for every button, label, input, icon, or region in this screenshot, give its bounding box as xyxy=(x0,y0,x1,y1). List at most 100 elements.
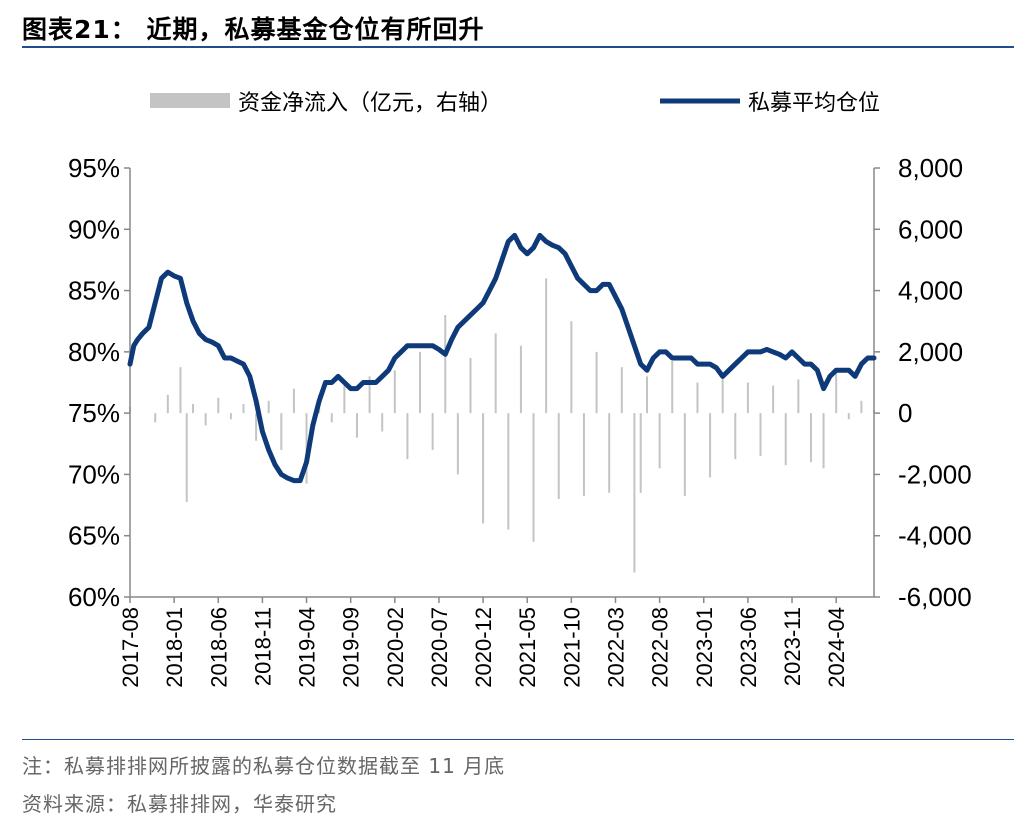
inflow-bar xyxy=(519,345,522,414)
inflow-bar xyxy=(381,413,384,432)
inflow-bar xyxy=(582,413,585,496)
inflow-bar xyxy=(595,351,598,414)
inflow-bar xyxy=(217,397,220,414)
inflow-bar xyxy=(784,413,787,466)
inflow-bar xyxy=(759,413,762,457)
x-tick-label: 2019-09 xyxy=(339,607,364,688)
inflow-bar xyxy=(355,413,358,438)
inflow-bar xyxy=(835,373,838,414)
chart: 资金净流入（亿元，右轴） 私募平均仓位 60% 65% 70% 75% 80% 85% 90%… xyxy=(68,91,972,688)
inflow-bar xyxy=(639,413,642,493)
inflow-bar xyxy=(847,413,850,420)
left-tick-label: 70% xyxy=(68,459,120,489)
inflow-bar xyxy=(545,278,548,414)
x-tick-label: 2018-11 xyxy=(250,607,275,686)
inflow-bar xyxy=(255,413,258,441)
source-note: 资料来源：私募排排网，华泰研究 xyxy=(22,792,337,816)
x-tick-label: 2018-06 xyxy=(206,607,231,688)
x-tick-label: 2020-07 xyxy=(427,607,452,688)
x-tick-label: 2017-08 xyxy=(118,607,143,688)
inflow-bar xyxy=(242,403,245,414)
inflow-bar xyxy=(620,367,623,414)
inflow-bar xyxy=(267,400,270,414)
inflow-bar xyxy=(343,385,346,414)
inflow-bar xyxy=(809,413,812,463)
inflow-bar xyxy=(709,413,712,478)
inflow-bar xyxy=(658,413,661,469)
inflow-bar xyxy=(494,333,497,414)
inflow-bar xyxy=(292,388,295,414)
inflow-bar xyxy=(419,351,422,414)
inflow-bar xyxy=(393,370,396,414)
inflow-bar xyxy=(860,400,863,414)
inflow-bar xyxy=(185,413,188,503)
right-tick-label: -2,000 xyxy=(898,459,972,489)
x-tick-label: 2022-03 xyxy=(603,607,628,688)
inflow-bar xyxy=(229,413,232,420)
inflow-bar xyxy=(456,413,459,475)
inflow-bar xyxy=(368,376,371,414)
legend: 资金净流入（亿元，右轴） 私募平均仓位 xyxy=(150,91,880,116)
x-tick-label: 2018-01 xyxy=(162,607,187,688)
x-tick-label: 2023-06 xyxy=(736,607,761,688)
inflow-bar xyxy=(482,413,485,524)
inflow-bars xyxy=(129,278,875,573)
inflow-bar xyxy=(696,382,699,414)
header-rule xyxy=(22,46,1014,48)
inflow-bar xyxy=(646,376,649,414)
chart-title: 图表21： 近期，私募基金仓位有所回升 xyxy=(22,15,485,44)
inflow-bar xyxy=(280,413,283,450)
left-tick-label: 65% xyxy=(68,521,120,551)
right-tick-label: 4,000 xyxy=(898,276,963,306)
inflow-bar xyxy=(822,413,825,469)
inflow-bar xyxy=(444,315,447,414)
right-tick-label: -6,000 xyxy=(898,582,972,612)
x-tick-label: 2021-10 xyxy=(559,607,584,688)
left-tick-label: 85% xyxy=(68,276,120,306)
x-tick-label: 2024-04 xyxy=(824,607,849,688)
inflow-bar xyxy=(166,394,169,414)
inflow-bar xyxy=(179,367,182,414)
axes: 60% 65% 70% 75% 80% 85% 90% 95% -6,000 -4,000 -2,0… xyxy=(68,153,972,688)
inflow-bar xyxy=(204,413,207,426)
left-tick-label: 60% xyxy=(68,582,120,612)
inflow-bar xyxy=(507,413,510,530)
x-tick-label: 2022-08 xyxy=(648,607,673,688)
x-tick-label: 2020-02 xyxy=(383,607,408,688)
right-tick-label: 8,000 xyxy=(898,153,963,183)
footer-rule xyxy=(22,739,1014,740)
inflow-bar xyxy=(192,403,195,414)
inflow-bar xyxy=(406,413,409,460)
inflow-bar xyxy=(570,321,573,414)
inflow-bar xyxy=(683,413,686,496)
inflow-bar xyxy=(721,373,724,414)
left-tick-label: 75% xyxy=(68,398,120,428)
inflow-bar xyxy=(633,413,636,573)
inflow-bar xyxy=(772,385,775,414)
x-tick-label: 2023-01 xyxy=(692,607,717,688)
x-tick-label: 2019-04 xyxy=(295,607,320,688)
left-tick-label: 90% xyxy=(68,214,120,244)
legend-swatch-inflow xyxy=(150,93,230,108)
right-tick-label: -4,000 xyxy=(898,521,972,551)
inflow-bar xyxy=(557,413,560,499)
inflow-bar xyxy=(330,413,333,423)
inflow-bar xyxy=(671,361,674,414)
inflow-bar xyxy=(469,357,472,414)
inflow-bar xyxy=(431,413,434,450)
left-tick-label: 95% xyxy=(68,153,120,183)
right-tick-label: 0 xyxy=(898,398,912,428)
x-tick-label: 2021-05 xyxy=(515,607,540,688)
legend-label-position: 私募平均仓位 xyxy=(748,91,880,116)
inflow-bar xyxy=(532,413,535,542)
x-tick-label: 2023-11 xyxy=(780,607,805,686)
inflow-bar xyxy=(797,379,800,414)
right-tick-label: 6,000 xyxy=(898,214,963,244)
inflow-bar xyxy=(608,413,611,493)
inflow-bar xyxy=(734,413,737,460)
right-tick-label: 2,000 xyxy=(898,337,963,367)
footnote: 注：私募排排网所披露的私募仓位数据截至 11 月底 xyxy=(22,754,506,778)
left-tick-label: 80% xyxy=(68,337,120,367)
x-tick-label: 2020-12 xyxy=(471,607,496,688)
inflow-bar xyxy=(154,413,157,423)
